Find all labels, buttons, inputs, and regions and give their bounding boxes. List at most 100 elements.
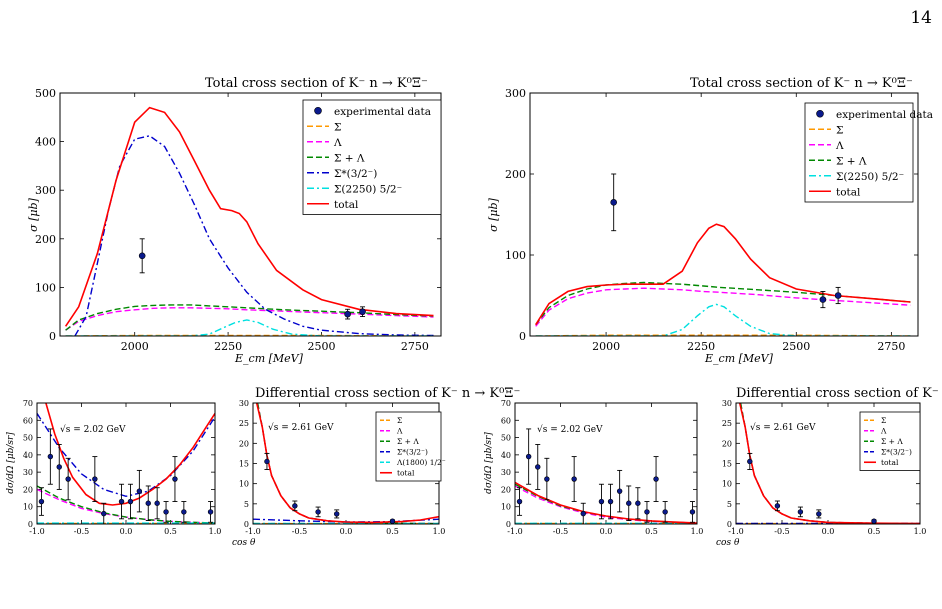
series-line-lambda: [535, 287, 911, 327]
y-tick-label: 100: [35, 281, 56, 294]
y-tick-label: 40: [23, 451, 33, 460]
series-line-total: [255, 403, 439, 524]
y-tick-label: 100: [505, 249, 526, 262]
data-point: [747, 458, 753, 465]
legend-label: Σ(2250) 5/2⁻: [334, 183, 402, 195]
y-tick-label: 15: [239, 460, 249, 469]
data-point: [389, 518, 396, 524]
y-tick-label: 20: [239, 439, 249, 448]
y-tick-label: 300: [35, 184, 56, 197]
y-tick-label: 0: [28, 520, 33, 529]
legend-label: total: [836, 186, 861, 198]
page-number: 14: [910, 8, 932, 28]
legend-label: experimental data: [334, 106, 431, 118]
chart-title: Differential cross section of K⁻ n → K⁰Ξ…: [255, 386, 520, 401]
data-point: [689, 509, 696, 515]
y-tick-label: 30: [722, 399, 732, 408]
legend-label: experimental data: [836, 109, 933, 121]
data-point: [127, 498, 134, 505]
y-tick-label: 40: [501, 451, 511, 460]
data-point: [774, 503, 781, 509]
data-point: [819, 296, 827, 303]
series-line-total: [64, 106, 434, 327]
legend-label: Σ: [836, 124, 843, 136]
data-point: [136, 488, 143, 494]
y-tick-label: 60: [23, 416, 33, 425]
legend-box: [375, 411, 442, 482]
series-line-lambda: [37, 488, 215, 524]
y-tick-label: 200: [505, 168, 526, 181]
x-tick-label: 0.5: [164, 527, 177, 536]
x-axis-label: cos θ: [232, 538, 256, 548]
data-point: [607, 498, 614, 505]
series-group: [37, 403, 215, 524]
x-tick-label: 2750: [877, 340, 905, 353]
x-tick-label: 0.0: [340, 527, 353, 536]
data-point: [610, 199, 617, 206]
series-line-lambda: [515, 485, 697, 524]
chart-panel-5: Differential cross section of K⁻ n → K⁰Ξ…: [484, 386, 942, 536]
energy-annotation: √s = 2.02 GeV: [537, 424, 603, 435]
legend-label: Λ: [835, 140, 844, 152]
y-tick-label: 25: [722, 419, 732, 428]
y-tick-label: 10: [239, 480, 249, 489]
y-tick-label: 10: [501, 503, 511, 512]
x-tick-label: -0.5: [74, 527, 89, 536]
series-group: [535, 223, 911, 336]
data-point: [92, 476, 98, 482]
energy-annotation: √s = 2.02 GeV: [60, 424, 126, 435]
data-point: [38, 498, 45, 505]
data-point: [101, 510, 107, 517]
data-point: [516, 498, 523, 505]
legend-label: Σ: [881, 416, 886, 425]
data-point: [616, 488, 623, 494]
x-tick-label: 0.5: [645, 527, 658, 536]
data-point: [181, 509, 187, 515]
y-tick-label: 50: [501, 434, 511, 443]
x-tick-label: 1.0: [691, 527, 704, 536]
y-tick-label: 15: [722, 460, 732, 469]
series-line-sigma2250: [535, 303, 911, 336]
y-tick-label: 10: [722, 480, 732, 489]
x-axis-label: cos θ: [716, 538, 740, 548]
y-axis-label: dσ/dΩ [μb/sr]: [6, 432, 16, 494]
x-tick-label: -0.5: [774, 527, 789, 536]
legend-label: Σ + Λ: [881, 437, 903, 446]
series-line-total: [535, 223, 911, 326]
data-point: [207, 509, 214, 515]
y-tick-label: 0: [49, 330, 56, 343]
y-tick-label: 30: [239, 399, 249, 408]
x-tick-label: -1.0: [507, 527, 522, 536]
y-tick-label: 300: [505, 87, 526, 100]
x-tick-label: 2250: [214, 340, 242, 353]
legend-marker: [816, 109, 824, 118]
x-tick-label: 0.0: [822, 527, 835, 536]
data-point: [580, 510, 586, 517]
data-point: [118, 498, 125, 505]
y-tick-label: 25: [239, 419, 249, 428]
y-axis-label: σ [μb]: [487, 197, 500, 231]
data-point: [47, 453, 54, 460]
y-tick-label: 50: [23, 434, 33, 443]
legend-label: Λ(1800) 1/2⁻: [396, 458, 446, 467]
legend-label: Σ*(3/2⁻): [881, 448, 912, 457]
x-tick-label: 2500: [782, 340, 810, 353]
data-point: [163, 509, 169, 515]
legend-label: Σ + Λ: [334, 152, 365, 164]
energy-annotation: √s = 2.61 GeV: [750, 422, 816, 433]
data-point: [797, 509, 804, 515]
legend-label: Σ: [334, 121, 341, 133]
x-tick-label: 0.0: [600, 527, 613, 536]
y-tick-label: 60: [501, 416, 511, 425]
data-point: [644, 509, 650, 515]
y-tick-label: 20: [501, 485, 511, 494]
chart-panel-6: -1.0 -0.5 0.0 0.5 1.0 0 5 10 15 20 25 30 cos θ √s = 2…: [716, 399, 926, 548]
data-point: [626, 500, 632, 506]
chart-panel-3: Differential cross section of K⁻ n → K⁰Ξ…: [6, 386, 520, 536]
data-point: [871, 518, 877, 524]
energy-annotation: √s = 2.61 GeV: [268, 422, 334, 433]
legend-label: Λ: [880, 427, 887, 436]
chart-panel-4: -1.0 -0.5 0.0 0.5 1.0 0 5 10 15 20 25 30 cos θ √s = 2…: [232, 399, 446, 548]
legend-label: total: [881, 458, 899, 467]
legend-label: Σ + Λ: [397, 437, 419, 446]
